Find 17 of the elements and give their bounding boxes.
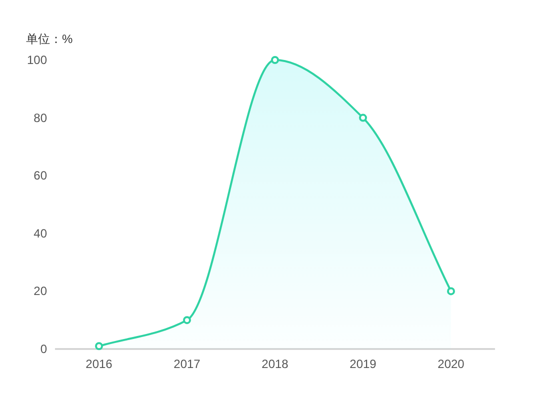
x-tick-label: 2020 — [438, 357, 465, 371]
x-tick-label: 2017 — [174, 357, 201, 371]
y-tick-label: 20 — [34, 284, 48, 298]
point — [183, 316, 191, 324]
y-tick-label: 0 — [40, 342, 48, 356]
point — [359, 114, 367, 122]
point — [95, 342, 103, 350]
x-tick-label: 2016 — [86, 357, 113, 371]
x-tick-label: 2019 — [350, 357, 377, 371]
y-tick-label: 40 — [34, 226, 48, 240]
point — [447, 287, 455, 296]
point — [271, 56, 279, 64]
x-tick-label: 2018 — [262, 357, 289, 371]
y-tick-label: 80 — [34, 110, 48, 125]
y-axis-title: 单位：% — [26, 32, 73, 46]
y-tick-label: 60 — [34, 168, 48, 183]
y-tick-label: 100 — [26, 53, 48, 67]
